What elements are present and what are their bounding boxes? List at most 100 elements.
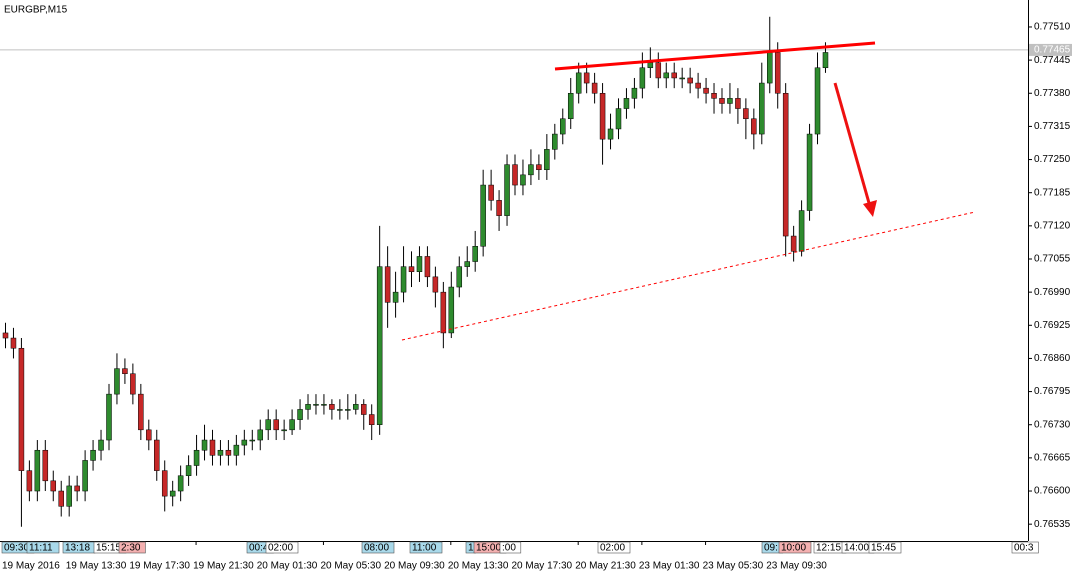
candle-body xyxy=(233,444,240,456)
x-tick-label: 20 May 01:30 xyxy=(257,561,318,572)
candle-body xyxy=(767,52,773,84)
y-tick-label: 0.77185 xyxy=(1034,187,1071,198)
time-marker-box xyxy=(265,541,299,554)
candle-body xyxy=(631,87,638,99)
candle-body xyxy=(360,404,367,415)
candle-body xyxy=(544,149,550,171)
candle-body xyxy=(488,184,494,201)
candle-body xyxy=(583,72,590,84)
time-marker-label: 2:30 xyxy=(121,543,141,554)
candle-body xyxy=(106,393,112,441)
candle-body xyxy=(10,337,17,349)
candle-body xyxy=(679,77,685,80)
candle-body xyxy=(512,164,518,186)
candle-body xyxy=(560,118,566,135)
support-trendline xyxy=(401,211,976,341)
candle-body xyxy=(154,439,160,471)
candle-body xyxy=(74,485,80,492)
time-marker-label: 15:00 xyxy=(476,543,501,554)
candle-body xyxy=(353,404,359,410)
candle-body xyxy=(337,409,343,411)
y-tick-label: 0.76860 xyxy=(1034,353,1071,364)
time-marker-label: 13:18 xyxy=(65,543,90,554)
candle-body xyxy=(392,291,399,303)
candle-body xyxy=(472,245,478,262)
candle-body xyxy=(82,460,88,492)
candle-body xyxy=(193,449,200,466)
candle-body xyxy=(591,82,598,94)
candle-body xyxy=(687,77,693,84)
candle-body xyxy=(814,67,821,135)
candle-body xyxy=(98,439,104,451)
candle-body xyxy=(751,118,757,135)
candle-body xyxy=(289,419,295,431)
time-marker-label: 09:30 xyxy=(4,543,29,554)
x-tick-label: 23 May 01:30 xyxy=(639,561,700,572)
x-tick-label: 20 May 17:30 xyxy=(512,561,573,572)
candle-body xyxy=(496,200,502,216)
time-marker-label: 12:15 xyxy=(816,543,841,554)
candle-body xyxy=(26,470,33,492)
candle-body xyxy=(528,164,534,176)
x-tick-label: 20 May 13:30 xyxy=(448,561,509,572)
candle-body xyxy=(599,93,606,140)
x-tick-label: 19 May 2016 xyxy=(2,561,60,572)
y-tick-label: 0.77445 xyxy=(1034,55,1071,66)
candle-body xyxy=(114,368,120,395)
y-tick-label: 0.77510 xyxy=(1034,22,1071,33)
time-marker-box xyxy=(1011,541,1039,554)
y-tick-label: 0.77315 xyxy=(1034,121,1071,132)
time-marker-label: 02:00 xyxy=(268,543,293,554)
candle-body xyxy=(265,419,271,431)
candle-body xyxy=(456,266,463,288)
time-marker-box xyxy=(409,541,443,554)
candle-body xyxy=(790,235,797,252)
candle-body xyxy=(416,256,423,272)
y-tick-label: 0.76535 xyxy=(1034,519,1071,530)
time-marker-label: 11:00 xyxy=(412,543,437,554)
candle-body xyxy=(774,52,781,94)
candle-body xyxy=(257,429,263,441)
candle-body xyxy=(536,164,542,171)
current-price-label: 0.77465 xyxy=(1034,45,1071,56)
time-marker-label: 02:00 xyxy=(600,543,625,554)
time-marker-box xyxy=(597,541,631,554)
time-marker-box xyxy=(361,541,395,554)
candle-body xyxy=(90,449,96,461)
candle-body xyxy=(703,87,709,94)
candle-body xyxy=(480,184,486,247)
candle-body xyxy=(806,133,813,211)
time-marker-box xyxy=(118,541,146,554)
candle-body xyxy=(130,373,136,395)
candle-body xyxy=(201,439,208,451)
candle-body xyxy=(727,98,733,104)
candle-body xyxy=(249,439,256,442)
candle-body xyxy=(575,72,582,94)
candle-body xyxy=(735,98,741,109)
candle-body xyxy=(782,93,789,237)
y-tick-label: 0.76665 xyxy=(1034,453,1071,464)
x-tick-label: 20 May 05:30 xyxy=(320,561,381,572)
candle-body xyxy=(798,210,805,252)
time-marker-label: :00 xyxy=(502,543,516,554)
candle-body xyxy=(607,128,614,140)
y-tick-label: 0.77055 xyxy=(1034,254,1071,265)
candle-body xyxy=(655,62,662,79)
arrow-shaft xyxy=(833,82,871,204)
resistance-trendline xyxy=(554,41,876,71)
y-tick-label: 0.77120 xyxy=(1034,220,1071,231)
candle-body xyxy=(42,449,49,482)
arrow-head xyxy=(863,200,877,217)
candle-body xyxy=(345,409,351,411)
y-tick-label: 0.76990 xyxy=(1034,287,1071,298)
time-marker-box xyxy=(26,541,60,554)
candle-body xyxy=(448,286,455,334)
time-marker-box xyxy=(778,541,812,554)
candle-body xyxy=(321,404,327,406)
candle-body xyxy=(400,266,407,293)
candle-body xyxy=(615,108,622,130)
time-marker-label: 15:45 xyxy=(871,543,896,554)
candle-body xyxy=(50,480,57,492)
time-marker-label: 14:00 xyxy=(844,543,869,554)
candle-body xyxy=(329,404,335,410)
